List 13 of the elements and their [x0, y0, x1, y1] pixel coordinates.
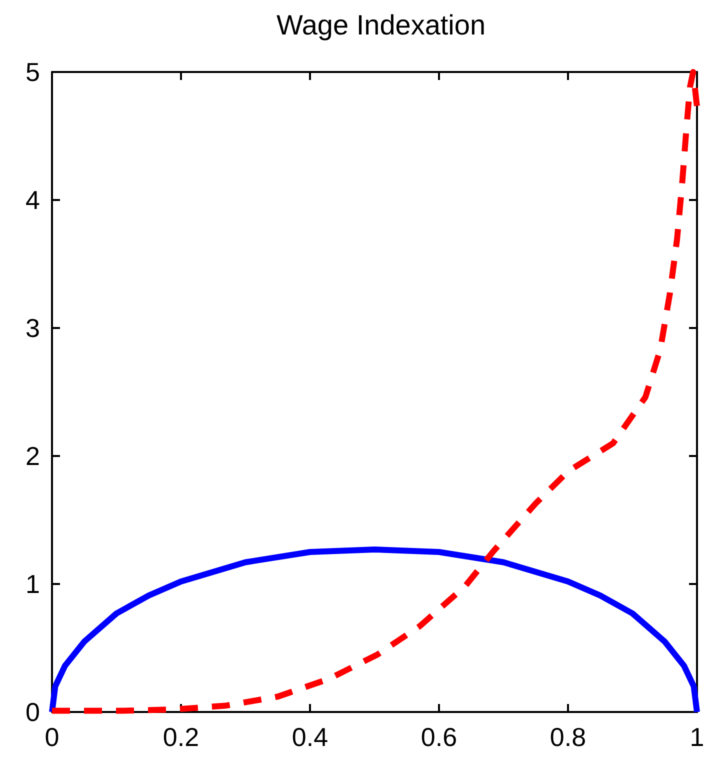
x-tick-label: 0.8 — [550, 722, 586, 752]
x-tick-label: 0.4 — [292, 722, 328, 752]
y-tick-label: 2 — [26, 441, 40, 471]
y-tick-label: 4 — [26, 185, 40, 215]
y-tick-label: 1 — [26, 569, 40, 599]
x-tick-label: 1 — [690, 722, 704, 752]
y-tick-label: 0 — [26, 697, 40, 727]
y-tick-label: 3 — [26, 313, 40, 343]
y-tick-label: 5 — [26, 57, 40, 87]
x-tick-label: 0 — [44, 722, 60, 752]
chart-title: Wage Indexation — [276, 10, 486, 40]
x-tick-label: 0.6 — [420, 722, 458, 752]
x-tick-label: 0.2 — [162, 722, 200, 752]
